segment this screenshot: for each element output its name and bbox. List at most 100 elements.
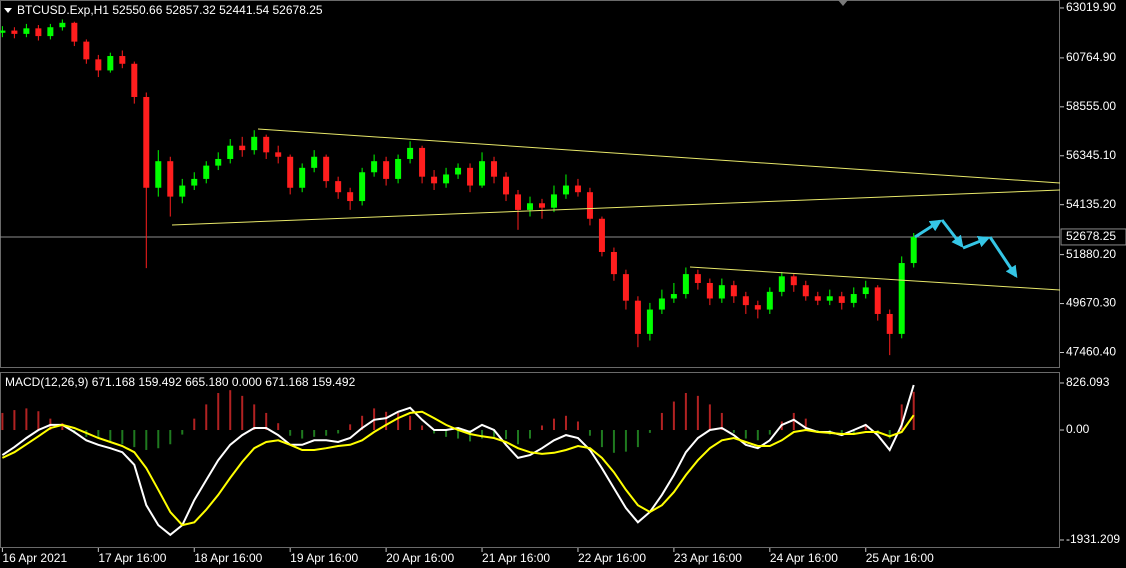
candle-body: [455, 167, 462, 175]
y-tick-label: 54135.20: [1066, 197, 1116, 211]
histogram-bar: [852, 430, 855, 434]
candle-body: [251, 136, 258, 151]
y-tick-label: 826.093: [1066, 375, 1110, 389]
histogram-bar: [433, 430, 436, 434]
histogram-bar: [588, 430, 591, 436]
candle-body: [658, 298, 665, 310]
histogram-bar: [349, 424, 352, 431]
y-tick-label: 0.00: [1066, 422, 1090, 436]
price-panel: [0, 0, 1060, 368]
x-tick-label: 18 Apr 16:00: [194, 551, 262, 565]
candle-body: [838, 296, 845, 303]
candle-body: [527, 203, 533, 210]
histogram-bar: [684, 393, 687, 431]
collapse-icon: [4, 8, 12, 13]
x-tick-label: 22 Apr 16:00: [578, 551, 646, 565]
candle-body: [299, 167, 306, 188]
forecast-arrow: [988, 236, 1018, 278]
candle-body: [0, 30, 6, 33]
candle-body: [886, 313, 893, 334]
candle-body: [359, 172, 366, 202]
macd-line: [1, 410, 915, 527]
candle-body: [646, 309, 653, 334]
x-tick-label: 21 Apr 16:00: [482, 551, 550, 565]
forecast-arrow: [940, 219, 964, 248]
macd-panel: [0, 372, 1060, 548]
histogram-bar: [517, 430, 520, 445]
histogram-bar: [229, 390, 232, 431]
histogram-bar: [25, 408, 28, 431]
candle-body: [71, 22, 78, 42]
histogram-bar: [864, 424, 867, 431]
histogram-bar: [540, 425, 543, 431]
y-tick-label: 49670.30: [1066, 296, 1116, 310]
histogram-bar: [912, 391, 915, 431]
candle-body: [47, 27, 54, 37]
candle-body: [179, 185, 186, 197]
candle-body: [311, 156, 318, 168]
x-tick-label: 16 Apr 2021: [2, 551, 67, 565]
histogram-bar: [624, 430, 627, 452]
y-tick-label: 56345.10: [1066, 148, 1116, 162]
histogram-bar: [313, 430, 316, 437]
histogram-bar: [289, 430, 292, 436]
candle-body: [850, 294, 857, 303]
histogram-bar: [768, 430, 771, 435]
histogram-bar: [756, 430, 759, 441]
histogram-bar: [648, 430, 651, 433]
candle-body: [730, 285, 737, 297]
candle-body: [874, 287, 881, 314]
candle-body: [598, 218, 605, 252]
y-tick-label: 60764.90: [1066, 50, 1116, 64]
histogram-bar: [217, 393, 220, 431]
candle-body: [550, 194, 557, 208]
candle-body: [503, 176, 510, 195]
histogram-bar: [732, 430, 735, 433]
candle-body: [634, 300, 641, 334]
candle-body: [107, 56, 114, 71]
candle-body: [335, 181, 342, 193]
histogram-bar: [145, 430, 148, 450]
candle-body: [215, 158, 222, 166]
candle-body: [11, 30, 18, 34]
candle-body: [419, 147, 426, 177]
x-tick-label: 25 Apr 16:00: [866, 551, 934, 565]
histogram-bar: [552, 418, 555, 431]
histogram-bar: [133, 430, 136, 448]
histogram-bar: [205, 404, 208, 431]
histogram-bar: [397, 412, 400, 431]
histogram-bar: [708, 404, 711, 431]
y-tick-label: 58555.00: [1066, 99, 1116, 113]
candle-body: [515, 194, 522, 210]
candle-body: [371, 161, 378, 173]
trend-line: [689, 266, 1061, 291]
histogram-bar: [97, 430, 100, 439]
histogram-bar: [61, 423, 64, 431]
candle-body: [239, 145, 246, 151]
last-price-box: [1060, 228, 1126, 246]
candle-body: [706, 282, 713, 299]
y-tick-label: 63019.90: [1066, 0, 1116, 14]
histogram-bar: [361, 415, 364, 431]
histogram-bar: [900, 404, 903, 431]
histogram-bar: [720, 412, 723, 431]
candle-body: [754, 305, 761, 310]
candle-body: [83, 41, 90, 60]
histogram-bar: [481, 430, 484, 439]
histogram-bar: [337, 430, 340, 434]
forecast-arrows: [914, 219, 1018, 278]
candle-body: [682, 274, 689, 295]
candle-body: [694, 274, 701, 283]
candle-body: [167, 161, 174, 197]
candle-body: [586, 192, 593, 219]
histogram-bar: [109, 430, 112, 442]
candle-body: [443, 174, 450, 184]
y-tick-label: 47460.40: [1066, 345, 1116, 359]
histogram-bar: [792, 412, 795, 431]
histogram-bar: [744, 430, 747, 439]
histogram-bar: [265, 412, 268, 431]
candle-body: [395, 158, 402, 179]
candle-body: [538, 203, 545, 208]
